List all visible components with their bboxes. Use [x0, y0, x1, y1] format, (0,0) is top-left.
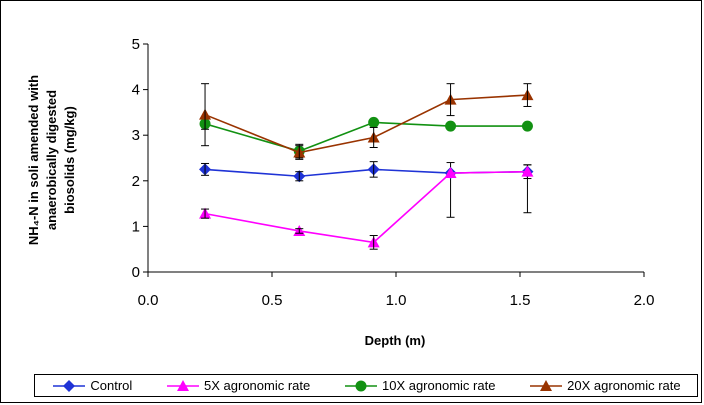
series-line — [204, 121, 528, 153]
legend-label: 10X agronomic rate — [381, 378, 496, 393]
x-tick-label: 2.0 — [634, 292, 655, 309]
error-bar — [523, 83, 532, 107]
line-chart: 0 1 2 3 4 5 0.0 0.5 1.0 1.5 2.0 NH₄-N in soli amen… — [26, 36, 655, 348]
y-axis-title-line: NH₄-N in soli amended with — [26, 75, 41, 245]
series-10x-agronomic-rate — [199, 116, 533, 157]
error-bar — [295, 228, 304, 234]
legend-swatch-marker — [540, 379, 553, 391]
x-tick-label: 1.5 — [510, 292, 531, 309]
x-tick-label: 0.0 — [138, 292, 159, 309]
x-tick-label: 0.5 — [262, 292, 283, 309]
y-tick-label: 5 — [132, 36, 140, 53]
x-tick-label: 1.0 — [386, 292, 407, 309]
y-tick-label: 3 — [132, 127, 140, 144]
legend-swatch — [344, 380, 377, 391]
y-axis-title-line: anaerobically digested — [44, 90, 59, 230]
data-point — [445, 120, 457, 132]
error-bar — [369, 235, 378, 250]
series-line — [204, 94, 528, 154]
series-5x-agronomic-rate — [199, 165, 534, 248]
error-bar — [369, 161, 378, 178]
y-tick-label: 2 — [132, 173, 140, 190]
data-point — [444, 167, 457, 179]
legend-item-10x-agronomic-rate: 10X agronomic rate — [343, 378, 495, 393]
legend-label: 5X agronomic rate — [204, 378, 311, 393]
error-bar — [295, 145, 304, 160]
y-tick-label: 4 — [132, 82, 140, 99]
error-bar — [201, 208, 210, 219]
legend-swatch — [167, 379, 200, 391]
legend-swatch-marker — [63, 379, 76, 392]
legend-swatch-marker — [177, 379, 190, 391]
x-axis-title: Depth (m) — [365, 333, 426, 348]
error-bar — [446, 83, 455, 117]
y-tick-label: 0 — [132, 264, 140, 281]
legend-item-control: Control — [51, 378, 132, 393]
y-axis-title: NH₄-N in soli amended with anaerobically … — [26, 75, 77, 245]
error-bar — [295, 171, 304, 182]
legend-swatch-marker — [355, 380, 367, 391]
error-bar — [369, 126, 378, 149]
series-line — [204, 170, 528, 244]
data-point — [368, 116, 380, 128]
data-point — [521, 120, 533, 132]
y-axis-title-line: biosolids (mg/kg) — [62, 106, 77, 214]
legend-item-20x-agronomic-rate: 20X agronomic rate — [528, 378, 681, 393]
legend-swatch — [53, 379, 86, 392]
plot-area: 0 1 2 3 4 5 0.0 0.5 1.0 1.5 2.0 — [132, 36, 655, 309]
legend-swatch — [530, 379, 563, 391]
error-bar — [201, 83, 210, 147]
legend-label: Control — [90, 378, 133, 393]
legend-label: 20X agronomic rate — [567, 378, 681, 393]
series-20x-agronomic-rate — [199, 89, 534, 158]
data-point — [521, 165, 534, 177]
legend-item-5x-agronomic-rate: 5X agronomic rate — [165, 378, 310, 393]
legend: Control 5X agronomic rate 10X agronomic ra… — [34, 374, 698, 397]
y-tick-label: 1 — [132, 218, 140, 235]
error-bar — [201, 162, 210, 176]
